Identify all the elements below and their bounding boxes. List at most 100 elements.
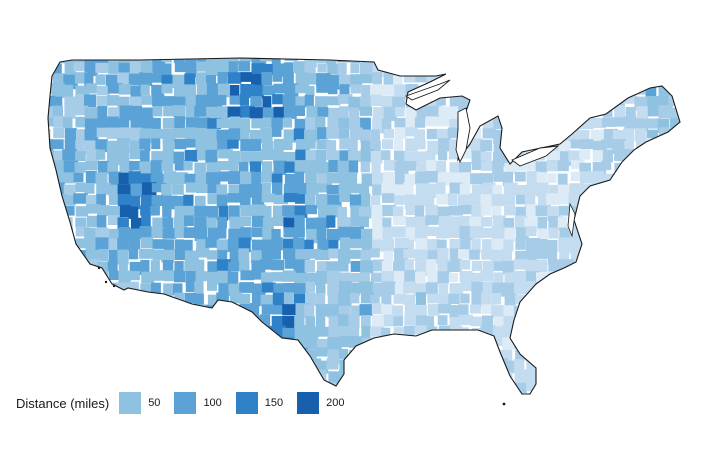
county-cell	[692, 327, 701, 342]
county-cell	[547, 84, 557, 97]
county-cell	[129, 315, 145, 331]
county-cell	[327, 293, 341, 306]
county-cell	[228, 61, 238, 74]
county-cell	[569, 294, 579, 310]
county-cell	[592, 62, 607, 77]
county-cell	[426, 160, 437, 175]
county-cell	[645, 336, 660, 351]
county-cell	[95, 139, 108, 153]
county-cell	[492, 86, 503, 100]
county-cell	[601, 226, 614, 236]
county-cell	[658, 369, 670, 384]
county-cell	[349, 194, 363, 208]
county-cell	[525, 393, 539, 394]
county-cell	[570, 139, 584, 149]
county-cell	[580, 84, 592, 95]
county-cell	[196, 72, 208, 85]
county-cell	[623, 325, 636, 340]
county-cell	[414, 117, 426, 128]
county-cell	[84, 270, 96, 284]
county-cell	[569, 116, 579, 128]
county-cell	[107, 162, 119, 175]
county-cell	[360, 117, 371, 132]
county-cell	[273, 106, 285, 119]
county-cell	[196, 58, 209, 65]
county-cell	[338, 260, 349, 272]
county-cell	[64, 96, 79, 107]
county-cell	[581, 193, 597, 205]
county-cell	[271, 316, 283, 327]
county-cell	[502, 260, 515, 275]
county-cell	[601, 391, 616, 394]
county-cell	[513, 270, 528, 283]
county-cell	[392, 226, 407, 238]
county-cell	[327, 83, 338, 95]
county-cell	[558, 237, 573, 252]
county-cell	[87, 215, 100, 227]
county-cell	[648, 403, 657, 415]
county-cell	[614, 393, 627, 394]
county-cell	[118, 227, 131, 242]
county-cell	[152, 249, 163, 260]
county-cell	[227, 271, 239, 287]
county-cell	[425, 150, 436, 166]
county-cell	[426, 347, 441, 363]
county-cell	[95, 315, 110, 328]
county-cell	[64, 304, 78, 318]
county-cell	[48, 338, 53, 349]
county-cell	[271, 272, 284, 282]
county-cell	[601, 160, 612, 171]
county-cell	[678, 349, 680, 364]
county-cell	[129, 237, 141, 250]
county-cell	[405, 138, 418, 152]
county-cell	[163, 96, 175, 110]
county-cell	[482, 117, 494, 129]
county-cell	[151, 282, 161, 294]
county-cell	[591, 382, 603, 393]
county-cell	[74, 271, 84, 287]
county-cell	[174, 116, 186, 130]
county-cell	[206, 338, 218, 349]
legend-swatch	[235, 392, 258, 414]
county-cell	[493, 261, 507, 271]
county-cell	[525, 336, 535, 348]
county-cell	[184, 205, 198, 216]
county-cell	[612, 117, 627, 127]
county-cell	[557, 83, 570, 98]
county-cell	[392, 405, 407, 418]
county-cell	[579, 58, 592, 67]
county-cell	[86, 305, 101, 320]
county-cell	[273, 83, 285, 94]
county-cell	[108, 326, 121, 337]
county-cell	[690, 316, 702, 325]
county-cell	[95, 172, 108, 185]
county-cell	[130, 140, 142, 152]
county-cell	[174, 62, 189, 73]
county-cell	[535, 371, 548, 382]
county-cell	[492, 160, 504, 174]
county-cell	[283, 193, 298, 203]
county-cell	[602, 117, 616, 127]
county-cell	[603, 359, 617, 374]
county-cell	[404, 304, 416, 317]
county-cell	[118, 337, 133, 351]
county-cell	[217, 83, 230, 98]
county-cell	[172, 303, 183, 317]
county-cell	[272, 72, 282, 82]
county-cell	[679, 227, 680, 239]
county-cell	[549, 293, 559, 304]
county-cell	[250, 326, 263, 338]
county-cell	[656, 194, 670, 208]
county-cell	[603, 173, 617, 188]
county-cell	[513, 72, 525, 83]
county-cell	[514, 215, 528, 229]
county-cell	[96, 359, 112, 372]
county-cell	[460, 72, 470, 85]
county-cell	[546, 336, 558, 350]
county-cell	[503, 217, 514, 228]
county-cell	[184, 250, 199, 262]
county-cell	[217, 327, 228, 342]
county-cell	[240, 227, 252, 241]
county-cell	[546, 95, 556, 106]
county-cell	[152, 106, 163, 117]
